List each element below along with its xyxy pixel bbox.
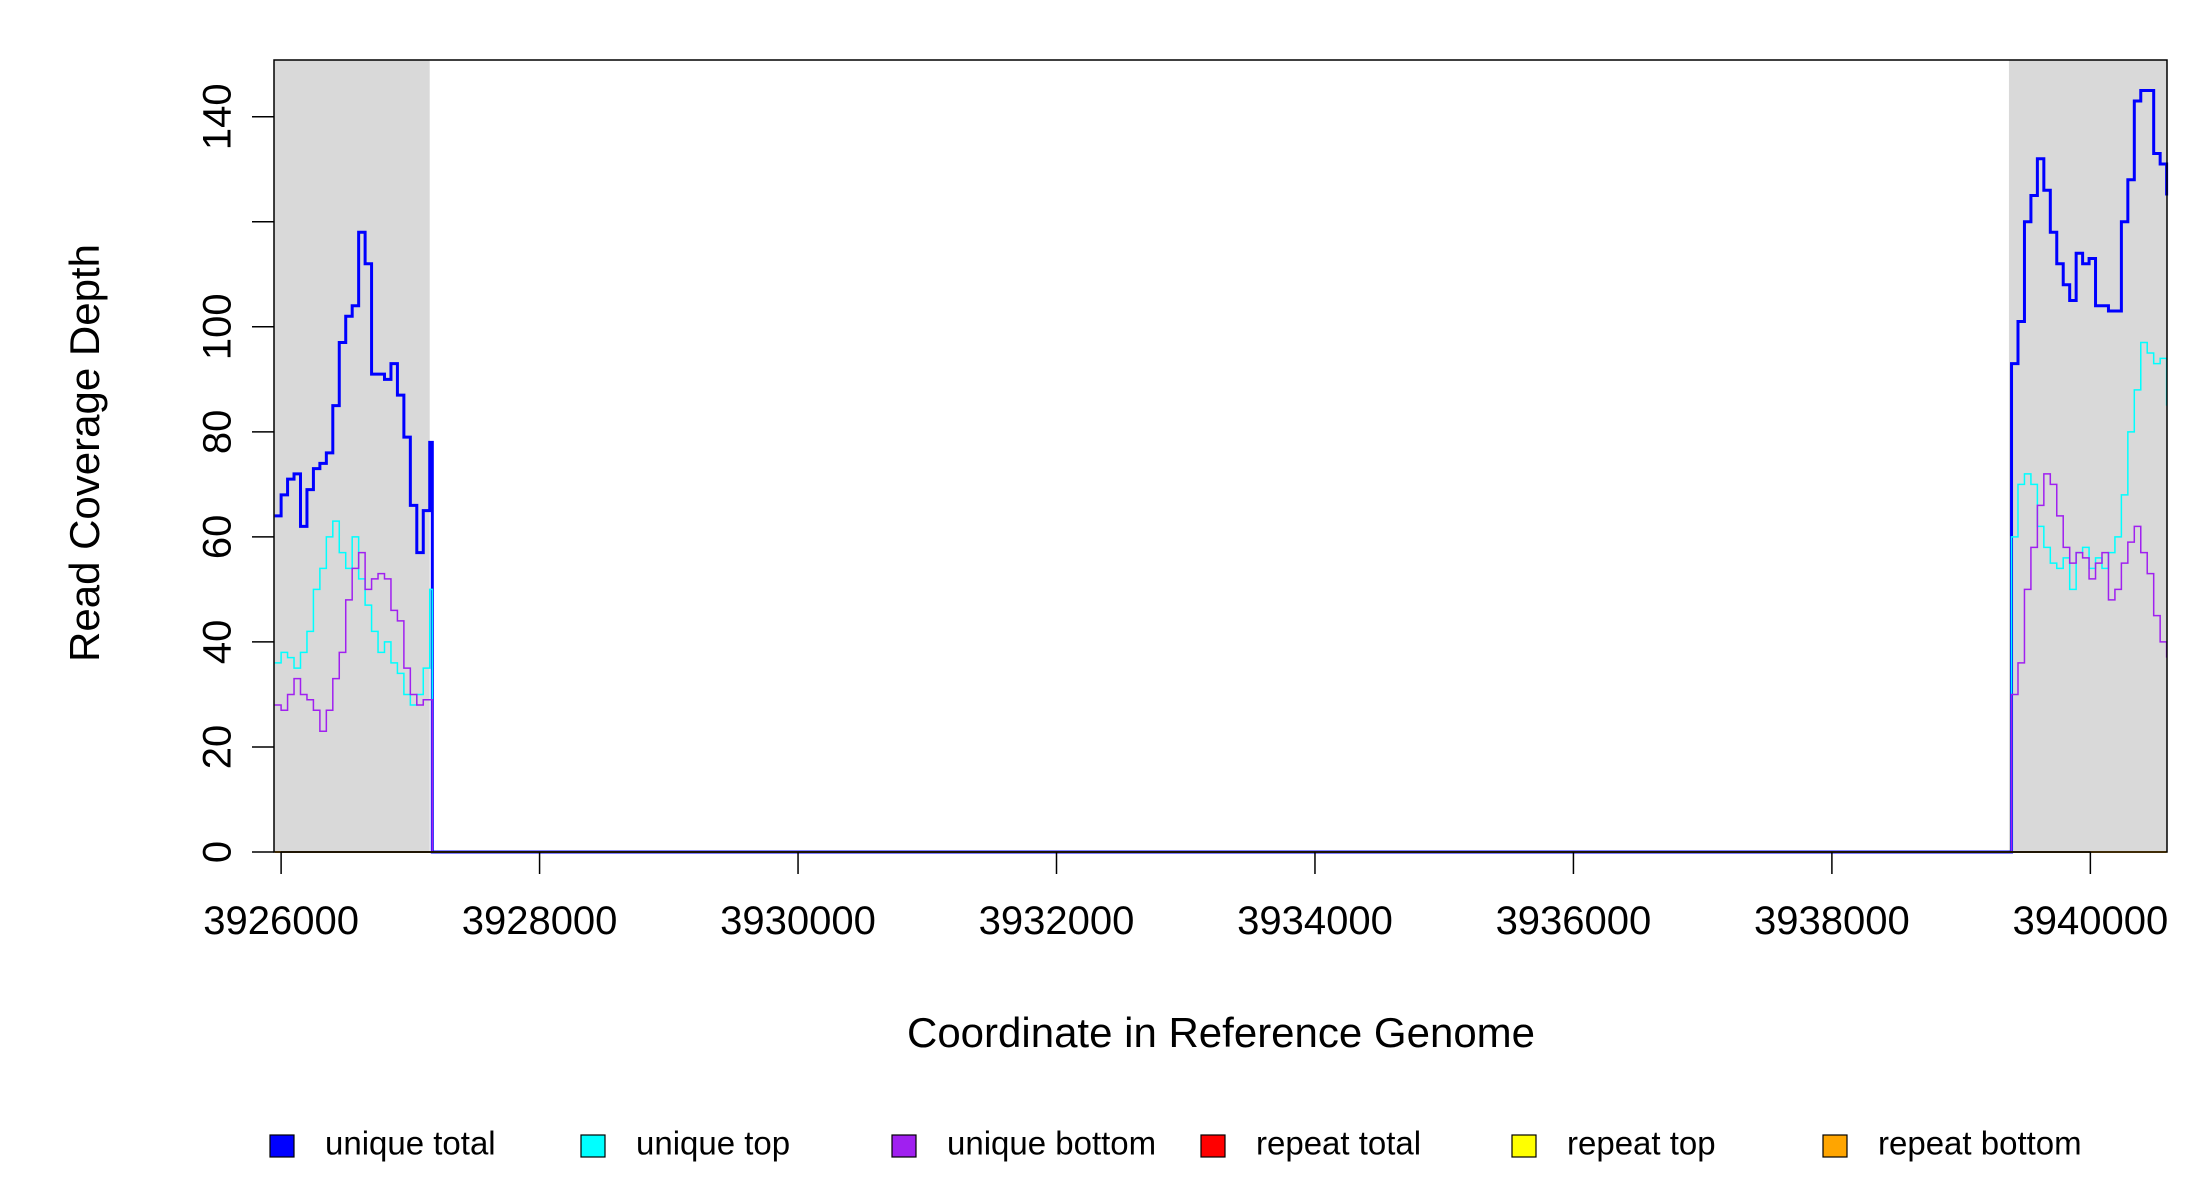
plot-frame [273, 59, 2168, 853]
series-line [274, 88, 2169, 854]
y-axis-title: Read Coverage Depth [61, 244, 108, 662]
legend-swatch [580, 1134, 606, 1158]
axes-layer: 3926000 3928000 3930000 3932000 3934000 39360… [196, 59, 2168, 943]
legend-swatch [891, 1134, 917, 1158]
y-tick-label: 140 [196, 83, 240, 150]
y-tick-label: 0 [196, 841, 240, 863]
legend: unique total unique top unique bottom repea… [269, 1125, 2082, 1162]
legend-swatch [1511, 1134, 1537, 1158]
legend-label: unique top [636, 1125, 790, 1162]
x-tick-label: 3940000 [2012, 899, 2168, 943]
legend-label: repeat bottom [1878, 1125, 2082, 1162]
shade-layer [274, 60, 2167, 852]
legend-swatch [269, 1134, 295, 1158]
legend-label: unique bottom [947, 1125, 1156, 1162]
shaded-region [274, 60, 430, 852]
x-tick-label: 3928000 [462, 899, 618, 943]
legend-label: repeat total [1256, 1125, 1421, 1162]
y-tick-label: 100 [196, 293, 240, 360]
legend-swatch [1200, 1134, 1226, 1158]
legend-label: repeat top [1567, 1125, 1716, 1162]
x-tick-label: 3938000 [1754, 899, 1910, 943]
x-tick-label: 3932000 [979, 899, 1135, 943]
x-axis-title: Coordinate in Reference Genome [907, 1009, 1535, 1056]
x-tick-label: 3930000 [720, 899, 876, 943]
x-tick-label: 3936000 [1496, 899, 1652, 943]
shaded-region [2008, 60, 2167, 852]
line-layer [274, 88, 2169, 854]
y-tick-label: 60 [196, 515, 240, 560]
y-tick-label: 80 [196, 410, 240, 455]
y-tick-label: 40 [196, 620, 240, 665]
series-line [274, 341, 2168, 853]
x-tick-label: 3934000 [1237, 899, 1393, 943]
legend-label: unique total [325, 1125, 496, 1162]
legend-swatch [1822, 1134, 1848, 1158]
y-tick-label: 20 [196, 725, 240, 770]
series-line [274, 473, 2168, 853]
x-tick-label: 3926000 [203, 899, 359, 943]
